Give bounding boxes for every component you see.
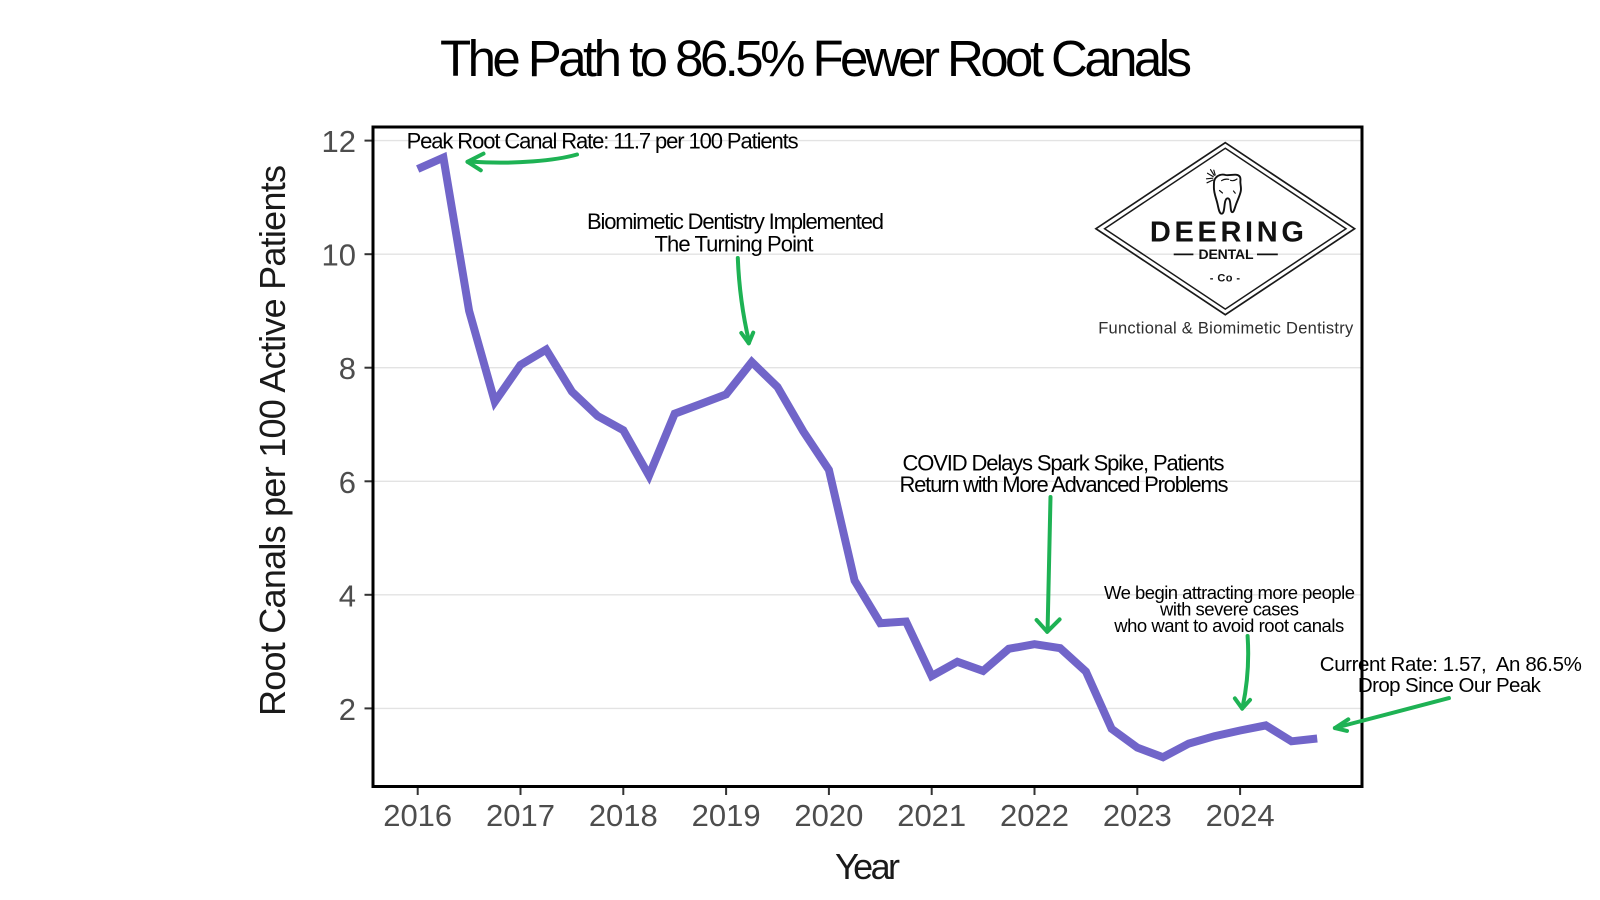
svg-text:8: 8 [339,351,356,386]
svg-text:Drop Since Our Peak: Drop Since Our Peak [1358,674,1542,697]
svg-text:with severe cases: with severe cases [1159,599,1299,620]
svg-text:2019: 2019 [692,798,761,833]
svg-text:Root Canals per 100 Active Pat: Root Canals per 100 Active Patients [252,165,293,716]
svg-text:- Co -: - Co - [1210,272,1241,284]
svg-text:Biomimetic Dentistry Implement: Biomimetic Dentistry Implemented [587,209,884,234]
svg-text:Peak Root Canal Rate: 11.7 per: Peak Root Canal Rate: 11.7 per 100 Patie… [407,129,799,154]
svg-text:Current Rate: 1.57, An 86.5%: Current Rate: 1.57, An 86.5% [1320,653,1582,676]
svg-text:2020: 2020 [794,798,863,833]
svg-text:10: 10 [322,238,356,273]
svg-text:The Turning Point: The Turning Point [655,232,814,257]
svg-text:Year: Year [835,846,900,887]
svg-text:6: 6 [339,465,356,500]
svg-text:12: 12 [322,124,356,159]
svg-text:2024: 2024 [1206,798,1275,833]
svg-text:2017: 2017 [486,798,555,833]
svg-text:2016: 2016 [383,798,452,833]
svg-text:2021: 2021 [897,798,966,833]
svg-text:2022: 2022 [1000,798,1069,833]
svg-text:Return with More Advanced Prob: Return with More Advanced Problems [900,472,1229,497]
svg-text:2023: 2023 [1103,798,1172,833]
svg-text:4: 4 [339,578,356,613]
svg-text:who want to avoid root canals: who want to avoid root canals [1113,615,1344,636]
svg-text:COVID Delays Spark Spike, Pati: COVID Delays Spark Spike, Patients [903,450,1225,475]
svg-text:2: 2 [339,692,356,727]
svg-text:DENTAL: DENTAL [1199,246,1254,262]
svg-text:The Path to 86.5% Fewer Root C: The Path to 86.5% Fewer Root Canals [440,30,1192,87]
svg-text:2018: 2018 [589,798,658,833]
svg-text:Functional & Biomimetic Dentis: Functional & Biomimetic Dentistry [1098,320,1354,338]
svg-text:We begin attracting more peopl: We begin attracting more people [1104,582,1355,603]
